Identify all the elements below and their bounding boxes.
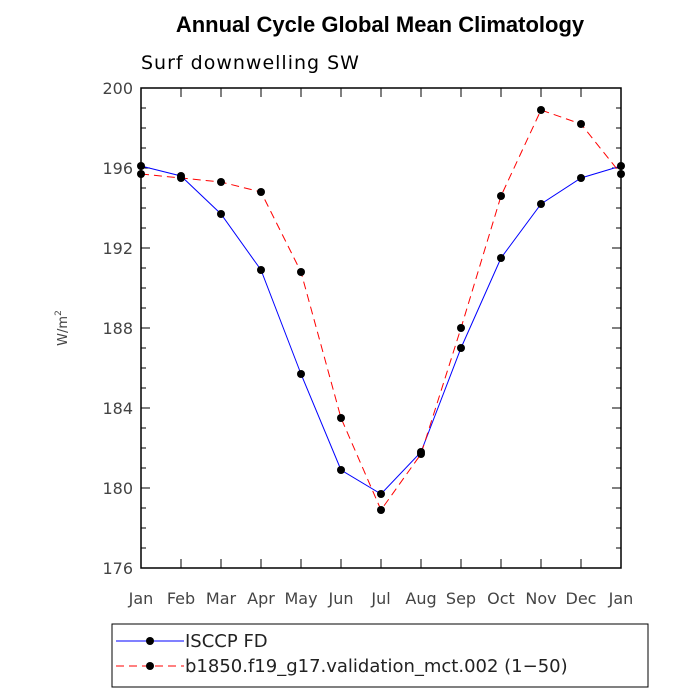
- y-tick-label: 196: [102, 159, 133, 178]
- data-point: [417, 450, 425, 458]
- legend-box: [111, 623, 649, 688]
- y-axis-label-main: W/m: [56, 316, 71, 346]
- legend-marker: [146, 662, 154, 670]
- data-point: [457, 344, 465, 352]
- data-point: [497, 254, 505, 262]
- data-point: [177, 174, 185, 182]
- x-tick-label: Jan: [128, 589, 154, 608]
- y-tick-label: 200: [102, 79, 133, 98]
- data-point: [257, 266, 265, 274]
- data-point: [257, 188, 265, 196]
- y-tick-label: 192: [102, 239, 133, 258]
- data-point: [497, 192, 505, 200]
- x-tick-label: Feb: [167, 589, 195, 608]
- x-tick-label: Jun: [328, 589, 354, 608]
- data-point: [297, 268, 305, 276]
- data-point: [217, 178, 225, 186]
- y-tick-label: 176: [102, 559, 133, 578]
- series-line: [140, 165, 622, 495]
- y-axis-label: W/m2: [54, 310, 71, 346]
- x-tick-label: Nov: [525, 589, 556, 608]
- data-point: [217, 210, 225, 218]
- legend-label: b1850.f19_g17.validation_mct.002 (1−50): [185, 656, 568, 677]
- y-tick-label: 188: [102, 319, 133, 338]
- data-point: [137, 170, 145, 178]
- x-tick-label: Jan: [608, 589, 634, 608]
- data-point: [337, 414, 345, 422]
- data-point: [617, 170, 625, 178]
- series-points: [137, 106, 625, 514]
- legend: ISCCP FD b1850.f19_g17.validation_mct.002…: [111, 623, 649, 688]
- y-tick-labels: 176 180 184 188 192 196 200: [102, 79, 133, 578]
- legend-marker: [146, 637, 154, 645]
- legend-label: ISCCP FD: [185, 631, 268, 652]
- x-tick-label: Aug: [405, 589, 436, 608]
- y-tick-label: 184: [102, 399, 133, 418]
- x-tick-label: May: [284, 589, 317, 608]
- x-tick-label: Jul: [370, 589, 390, 608]
- data-point: [537, 200, 545, 208]
- data-point: [377, 506, 385, 514]
- y-tick-label: 180: [102, 479, 133, 498]
- chart-title: Annual Cycle Global Mean Climatology: [176, 12, 585, 37]
- x-tick-label: Dec: [566, 589, 597, 608]
- data-point: [577, 174, 585, 182]
- data-point: [297, 370, 305, 378]
- series-line: [140, 109, 622, 512]
- plot-area: [137, 87, 625, 569]
- data-point: [577, 120, 585, 128]
- legend-items: ISCCP FD b1850.f19_g17.validation_mct.002…: [116, 631, 568, 677]
- data-point: [377, 490, 385, 498]
- x-tick-label: Oct: [487, 589, 515, 608]
- chart-subtitle: Surf downwelling SW: [141, 52, 360, 74]
- data-point: [537, 106, 545, 114]
- data-point: [337, 466, 345, 474]
- series-lines: [140, 109, 622, 512]
- axis-ticks: [140, 87, 622, 569]
- data-point: [457, 324, 465, 332]
- data-point: [137, 162, 145, 170]
- y-axis-label-sup: 2: [54, 310, 64, 316]
- x-tick-label: Apr: [247, 589, 275, 608]
- x-tick-label: Sep: [446, 589, 476, 608]
- x-tick-labels: Jan Feb Mar Apr May Jun Jul Aug Sep Oct Nov Dec Jan: [128, 589, 634, 608]
- data-point: [617, 162, 625, 170]
- x-tick-label: Mar: [206, 589, 237, 608]
